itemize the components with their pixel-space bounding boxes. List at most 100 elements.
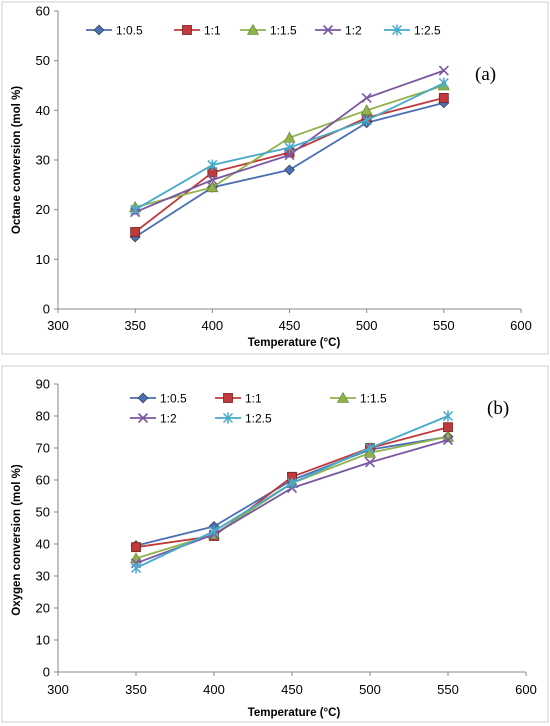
- chart-a-point-1-2-5-350: [130, 204, 141, 216]
- chart-b-x-tick-label: 450: [281, 682, 303, 697]
- chart-b-y-tick-label: 0: [43, 665, 50, 680]
- chart-b-y-tick-label: 50: [36, 505, 50, 520]
- chart-b-legend-marker-1-2-5: [222, 412, 234, 424]
- chart-a-x-tick-label: 550: [433, 318, 455, 333]
- chart-a-point-1-2-5-550: [438, 77, 449, 89]
- chart-a-x-tick-label: 600: [510, 318, 532, 333]
- chart-b-x-tick-label: 300: [47, 682, 69, 697]
- chart-b-legend-marker-1-2: [137, 412, 149, 424]
- chart-a-series-1-2: [130, 65, 449, 218]
- chart-a-legend-item-1-2: 1:2: [315, 24, 362, 38]
- chart-b-point-1-2-550: [442, 434, 454, 446]
- chart-a-point-1-2-5-450: [284, 142, 295, 154]
- chart-a-point-1-2-5-400: [207, 159, 218, 171]
- chart-b-point-1-2-500: [364, 457, 376, 468]
- chart-b-legend-marker-1-1: [223, 393, 233, 403]
- chart-b-legend-item-1-2-5: 1:2.5: [215, 412, 272, 426]
- chart-a-point-1-2-550: [438, 65, 449, 76]
- chart-b-y-tick-label: 70: [36, 441, 50, 456]
- chart-b-legend-item-1-1: 1:1: [215, 392, 262, 406]
- chart-a-axes: [54, 10, 522, 313]
- chart-a-frame: [1, 1, 549, 355]
- chart-a-x-tick-label: 500: [356, 318, 378, 333]
- chart-b-legend-item-1-0-5: 1:0.5: [130, 392, 187, 406]
- chart-a-series: [129, 65, 450, 243]
- chart-a-legend-marker-1-1: [182, 25, 192, 35]
- chart-b-x-tick-label: 500: [359, 682, 381, 697]
- chart-b-x-tick-label: 350: [125, 682, 147, 697]
- chart-b-point-1-1-350: [131, 542, 141, 553]
- chart-b-point-1-1-550: [443, 422, 453, 433]
- chart-a-legend-item-1-0-5: 1:0.5: [86, 24, 143, 38]
- chart-a-legend-label: 1:0.5: [116, 24, 143, 38]
- chart-a-point-1-2-500: [361, 92, 372, 103]
- chart-b-x-tick-label: 550: [437, 682, 459, 697]
- chart-b-legend-label: 1:1: [245, 392, 262, 406]
- chart-b-y-tick-label: 60: [36, 473, 50, 488]
- chart-b-point-1-2-5-350: [130, 562, 142, 574]
- chart-a-legend-marker-1-2: [322, 24, 334, 36]
- chart-a-legend-marker-1-1-5: [246, 23, 260, 35]
- chart-b-y-tick-label: 80: [36, 409, 50, 424]
- chart-b-panel-label: (b): [487, 398, 509, 419]
- chart-b-legend-label: 1:2.5: [245, 412, 272, 426]
- chart-a-y-axis-label: Octane conversion (mol %): [11, 86, 23, 234]
- chart-b-y-tick-label: 30: [36, 569, 50, 584]
- chart-a-y-tick-label: 60: [36, 4, 50, 19]
- chart-b-x-tick-label: 400: [203, 682, 225, 697]
- chart-b-axes: [54, 383, 527, 676]
- chart-b-point-1-2-5-400: [208, 525, 220, 537]
- chart-b-x-tick-labels: 300 350 400 450 500 550 600: [47, 682, 537, 697]
- chart-b-x-axis-label: Temperature (°C): [248, 707, 341, 719]
- chart-a-x-axis-label: Temperature (°C): [248, 337, 341, 349]
- chart-b-point-1-2-5-500: [364, 442, 376, 454]
- chart-a-point-1-1-5-400: [206, 181, 219, 193]
- chart-a-legend: 1:0.5 1:1 1:1.5 1:2 1:2.5: [86, 24, 441, 38]
- chart-a-x-tick-label: 400: [201, 318, 223, 333]
- chart-a-legend-item-1-1-5: 1:1.5: [240, 24, 297, 38]
- chart-a-y-tick-label: 50: [36, 53, 50, 68]
- chart-b-point-1-2-5-450: [286, 477, 298, 489]
- chart-b-legend: 1:0.5 1:1 1:1.5 1:2 1:2.5: [130, 392, 387, 426]
- chart-b-y-axis-label: Oxygen conversion (mol %): [11, 464, 23, 616]
- chart-a-legend-marker-1-2-5: [391, 24, 403, 36]
- chart-b-point-1-2-5-550: [442, 410, 454, 422]
- chart-b: 0 10 20 30 40 50 60 70 80 90 300 350 400 450 500 550 60…: [11, 377, 537, 720]
- chart-a-y-tick-label: 30: [36, 153, 50, 168]
- chart-a-x-tick-label: 300: [47, 318, 69, 333]
- chart-a-legend-marker-1-0-5: [93, 24, 105, 36]
- chart-a-legend-label: 1:2: [345, 24, 362, 38]
- chart-a-panel-label: (a): [475, 64, 496, 85]
- chart-a-x-tick-labels: 300 350 400 450 500 550 600: [47, 318, 532, 333]
- chart-a-y-tick-label: 20: [36, 202, 50, 217]
- chart-a-point-1-1-350: [130, 227, 141, 237]
- chart-b-legend-marker-1-1-5: [336, 391, 350, 403]
- chart-b-y-tick-labels: 0 10 20 30 40 50 60 70 80 90: [36, 377, 50, 680]
- chart-a-x-tick-label: 450: [279, 318, 301, 333]
- chart-b-y-tick-label: 10: [36, 633, 50, 648]
- chart-a-y-tick-labels: 0 10 20 30 40 50 60: [36, 4, 50, 317]
- chart-a-point-1-1-550: [438, 93, 449, 103]
- chart-b-legend-label: 1:1.5: [360, 392, 387, 406]
- chart-a-point-1-2-5-500: [361, 114, 372, 126]
- chart-b-x-tick-label: 600: [515, 682, 537, 697]
- chart-b-legend-label: 1:2: [160, 412, 177, 426]
- chart-b-y-tick-label: 40: [36, 537, 50, 552]
- chart-b-series-1-2-5: [130, 410, 454, 574]
- chart-b-y-tick-label: 90: [36, 377, 50, 392]
- chart-b-series: [129, 410, 455, 574]
- chart-a-y-tick-label: 40: [36, 103, 50, 118]
- chart-b-legend-marker-1-0-5: [137, 392, 149, 404]
- chart-a-legend-label: 1:1.5: [270, 24, 297, 38]
- chart-a-legend-item-1-2-5: 1:2.5: [384, 24, 441, 38]
- chart-a-legend-item-1-1: 1:1: [174, 24, 221, 38]
- chart-a-series-1-2-5: [130, 77, 449, 216]
- chart-a-y-tick-label: 10: [36, 252, 50, 267]
- chart-a: 0 10 20 30 40 50 60 300 350 400 450 500 550 600 Temp…: [11, 4, 532, 350]
- chart-a-legend-label: 1:2.5: [414, 24, 441, 38]
- chart-b-frame: [1, 365, 549, 723]
- chart-a-x-tick-label: 350: [124, 318, 146, 333]
- chart-a-point-1-2-400: [207, 174, 218, 185]
- chart-a-point-1-2-450: [284, 149, 295, 161]
